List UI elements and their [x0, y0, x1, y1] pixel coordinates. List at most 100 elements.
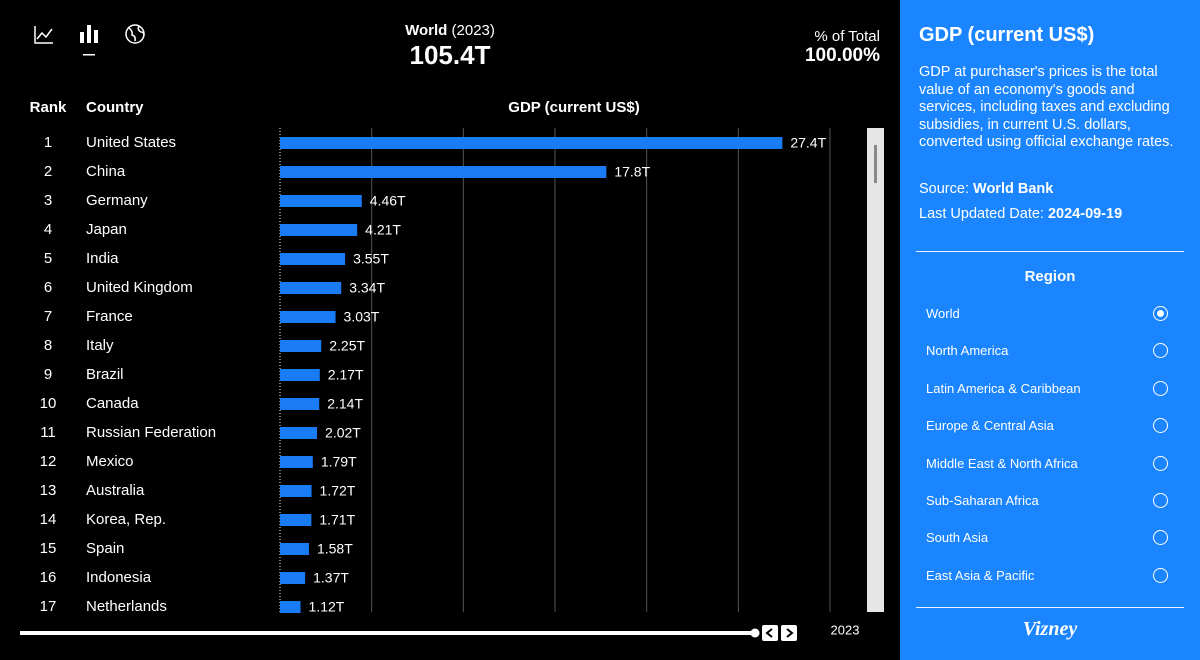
- region-option[interactable]: East Asia & Pacific: [926, 565, 1172, 587]
- total-value: 105.4T: [410, 40, 491, 70]
- rank: 10: [40, 395, 57, 412]
- country: China: [86, 163, 126, 180]
- bar: [280, 224, 358, 236]
- rank: 6: [44, 279, 52, 296]
- region-name: World: [405, 22, 447, 39]
- chart: World (2023) 105.4T % of Total 100.00% R…: [20, 22, 884, 641]
- region-label: World: [926, 306, 960, 321]
- share-value: 100.00%: [805, 45, 880, 66]
- region-label: East Asia & Pacific: [926, 567, 1035, 583]
- country: Russian Federation: [86, 424, 216, 441]
- radio-button[interactable]: [1153, 343, 1168, 359]
- column-header: Country: [86, 99, 144, 116]
- rank: 1: [44, 134, 52, 151]
- region-option[interactable]: North America: [926, 340, 1172, 362]
- bar: [280, 340, 322, 352]
- radio-button[interactable]: [1153, 493, 1168, 508]
- bar-chart-icon[interactable]: [80, 25, 98, 56]
- country: Germany: [86, 192, 148, 209]
- region-label: North America: [926, 343, 1009, 359]
- value-label: 1.37T: [313, 570, 349, 586]
- map-icon[interactable]: [125, 24, 145, 44]
- line-chart-icon[interactable]: [34, 26, 53, 44]
- country: Australia: [86, 482, 145, 499]
- value-label: 4.46T: [370, 193, 406, 209]
- chart-title: GDP (current US$): [508, 99, 639, 116]
- rank: 16: [40, 569, 57, 586]
- country: Canada: [86, 395, 139, 412]
- prev-button[interactable]: [762, 625, 778, 641]
- bar: [280, 282, 342, 294]
- radio-button[interactable]: [1153, 380, 1168, 396]
- rank: 13: [40, 482, 57, 499]
- bar: [280, 543, 309, 555]
- value-label: 3.03T: [344, 309, 380, 325]
- rank: 12: [40, 453, 57, 470]
- region-option[interactable]: Middle East & North Africa: [926, 453, 1172, 475]
- country: Italy: [86, 337, 114, 354]
- value-label: 17.8T: [614, 164, 650, 180]
- rank: 9: [44, 366, 52, 383]
- country: India: [86, 250, 119, 267]
- region-label: Middle East & North Africa: [926, 455, 1078, 471]
- value-label: 27.4T: [790, 135, 826, 151]
- plot: 1 United States 27.4T 2 China 17.8T 3 Germany 4.…: [40, 128, 831, 615]
- rank: 15: [40, 540, 57, 557]
- value-label: 4.21T: [365, 222, 401, 238]
- region-option[interactable]: Europe & Central Asia: [926, 415, 1172, 437]
- country: United Kingdom: [86, 279, 193, 296]
- scrollbar-thumb[interactable]: [874, 145, 877, 183]
- region-label: Sub-Saharan Africa: [926, 493, 1039, 508]
- scrollbar[interactable]: [867, 128, 884, 612]
- value-label: 2.02T: [325, 425, 361, 441]
- region-option[interactable]: World: [926, 303, 1172, 325]
- source: Source: World Bank: [919, 181, 1053, 197]
- divider: [916, 607, 1184, 608]
- next-button[interactable]: [781, 625, 797, 641]
- country: Japan: [86, 221, 127, 238]
- value-label: 1.71T: [319, 512, 355, 528]
- bar: [280, 253, 346, 265]
- bar: [280, 601, 301, 613]
- header-region: World (2023): [405, 22, 495, 39]
- value-label: 3.34T: [349, 280, 385, 296]
- radio-button[interactable]: [1153, 306, 1168, 321]
- bar: [280, 137, 783, 149]
- region-option[interactable]: Sub-Saharan Africa: [926, 490, 1172, 512]
- sidebar-title: GDP (current US$): [919, 24, 1095, 46]
- timeline-year: 2023: [831, 622, 860, 637]
- updated-label: Last Updated Date:: [919, 206, 1044, 222]
- brand: Vizney: [1022, 618, 1078, 640]
- bar: [280, 369, 320, 381]
- country: Korea, Rep.: [86, 511, 166, 528]
- value-label: 2.14T: [327, 396, 363, 412]
- region-option[interactable]: Latin America & Caribbean: [926, 378, 1172, 400]
- sidebar: GDP (current US$) GDP at purchaser's pri…: [900, 0, 1200, 660]
- bar: [280, 311, 336, 323]
- value-label: 2.17T: [328, 367, 364, 383]
- divider: [916, 251, 1184, 252]
- column-header: Rank: [30, 99, 67, 116]
- region-label: Latin America & Caribbean: [926, 380, 1081, 396]
- country: France: [86, 308, 133, 325]
- value-label: 3.55T: [353, 251, 389, 267]
- bar: [280, 427, 318, 439]
- rank: 11: [40, 424, 56, 441]
- radio-button[interactable]: [1153, 418, 1168, 434]
- rank: 2: [44, 163, 52, 180]
- rank: 17: [40, 598, 57, 615]
- country: Brazil: [86, 366, 124, 383]
- region-option[interactable]: South Asia: [926, 527, 1172, 549]
- rank: 7: [44, 308, 52, 325]
- value-label: 1.79T: [321, 454, 357, 470]
- region-heading: Region: [1024, 268, 1076, 285]
- bar: [280, 195, 362, 207]
- radio-button[interactable]: [1153, 567, 1168, 583]
- description: GDP at purchaser's prices is the total v…: [919, 64, 1174, 150]
- radio-button[interactable]: [1153, 530, 1168, 546]
- bar: [280, 398, 320, 410]
- slider-knob[interactable]: [750, 628, 760, 638]
- region-label: South Asia: [926, 530, 989, 546]
- radio-button[interactable]: [1153, 455, 1168, 471]
